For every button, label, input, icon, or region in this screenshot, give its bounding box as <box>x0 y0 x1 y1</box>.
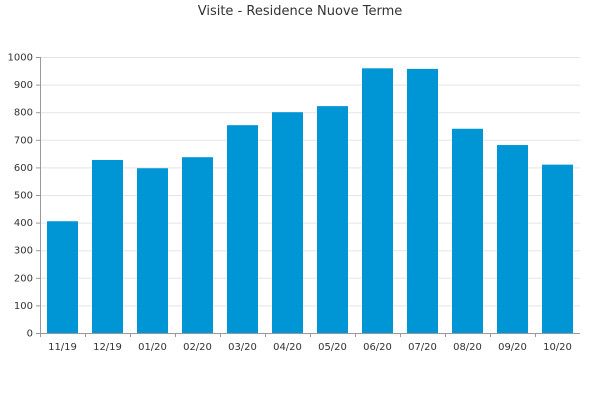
x-tick-label: 03/20 <box>228 342 257 353</box>
chart-title: Visite - Residence Nuove Terme <box>198 4 403 19</box>
y-tick-labels: 0 100 200 300 400 500 600 700 800 900 1000 <box>8 53 33 340</box>
axes <box>36 57 580 337</box>
x-tick-label: 07/20 <box>408 342 437 353</box>
x-tick-label: 01/20 <box>138 342 167 353</box>
x-tick-label: 05/20 <box>318 342 347 353</box>
y-tick-label: 600 <box>14 163 33 174</box>
bar <box>407 68 438 334</box>
x-tick-label: 12/19 <box>93 342 122 353</box>
bar <box>362 68 393 333</box>
x-tick-label: 08/20 <box>453 342 482 353</box>
y-tick-label: 200 <box>14 273 33 284</box>
bar <box>317 106 348 334</box>
bar <box>497 145 528 333</box>
x-tick-labels: 11/19 12/19 01/20 02/20 03/20 04/20 05/20 06/20… <box>48 342 572 353</box>
bars <box>47 68 573 334</box>
bar <box>452 128 483 333</box>
bar <box>47 221 78 333</box>
x-tick-label: 02/20 <box>183 342 212 353</box>
x-tick-label: 10/20 <box>543 342 572 353</box>
y-tick-label: 900 <box>14 80 33 91</box>
gridlines <box>40 57 580 307</box>
y-tick-label: 300 <box>14 246 33 257</box>
y-tick-label: 800 <box>14 108 33 119</box>
x-tick-label: 04/20 <box>273 342 302 353</box>
x-tick-label: 11/19 <box>48 342 77 353</box>
bar <box>542 164 573 333</box>
y-tick-label: 0 <box>27 329 33 340</box>
x-tick-label: 06/20 <box>363 342 392 353</box>
bar <box>92 159 123 333</box>
y-tick-label: 100 <box>14 301 33 312</box>
y-tick-label: 700 <box>14 135 33 146</box>
y-tick-label: 1000 <box>8 53 33 64</box>
bar <box>137 168 168 333</box>
bar <box>182 157 213 333</box>
y-tick-label: 400 <box>14 218 33 229</box>
bar <box>272 112 303 333</box>
x-tick-label: 09/20 <box>498 342 527 353</box>
y-tick-label: 500 <box>14 191 33 202</box>
bar <box>227 125 258 333</box>
